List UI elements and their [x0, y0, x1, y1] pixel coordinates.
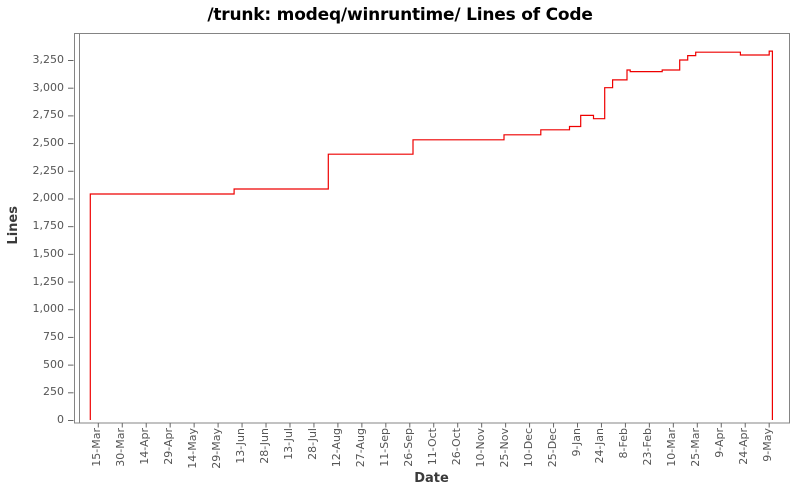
series-line [89, 50, 773, 420]
x-tick-label: 10-Mar [665, 428, 679, 467]
x-tick-label: 13-Jul [281, 428, 295, 460]
x-tick-label: 30-Mar [114, 428, 128, 467]
x-tick-label: 28-Jul [305, 428, 319, 460]
x-tick-label: 12-Aug [329, 428, 343, 468]
y-tick-label: 2,000 [32, 191, 65, 205]
x-axis-title: Date [414, 471, 449, 486]
y-tick-label: 3,000 [32, 80, 65, 94]
x-tick-label: 24-Jan [593, 428, 607, 464]
y-tick-label: 750 [43, 329, 64, 343]
x-tick-label: 11-Oct [425, 428, 439, 466]
plot-border [74, 33, 790, 424]
y-tick-label: 1,500 [32, 246, 65, 260]
y-tick-label: 1,750 [32, 219, 65, 233]
y-tick-label: 250 [43, 385, 64, 399]
y-tick-label: 3,250 [32, 53, 65, 66]
y-tick-label: 2,500 [32, 136, 65, 150]
x-tick-label: 14-May [186, 428, 200, 469]
x-tick-label: 8-Feb [617, 428, 631, 459]
x-tick-label: 24-Apr [737, 428, 751, 465]
chart-title: /trunk: modeq/winruntime/ Lines of Code [207, 5, 593, 25]
x-tick-label: 29-Apr [162, 428, 176, 465]
y-tick-label: 0 [57, 413, 64, 426]
x-tick-label: 26-Sep [401, 428, 415, 467]
x-tick-label: 13-Jun [234, 428, 248, 464]
y-tick-label: 500 [43, 357, 64, 371]
x-tick-label: 10-Nov [473, 428, 487, 468]
x-tick-label: 9-Jan [569, 428, 583, 457]
x-tick-label: 11-Sep [377, 428, 391, 467]
x-tick-label: 23-Feb [641, 428, 655, 466]
x-tick-label: 10-Dec [521, 428, 535, 468]
y-tick-label: 1,250 [32, 274, 65, 288]
x-tick-label: 9-Apr [713, 428, 727, 458]
y-tick-label: 2,250 [32, 163, 65, 177]
x-tick-label: 26-Oct [449, 428, 463, 466]
x-tick-label: 29-May [210, 428, 224, 469]
x-tick-label: 25-Mar [689, 428, 703, 467]
x-tick-label: 25-Dec [545, 428, 559, 468]
y-tick-label: 1,000 [32, 302, 65, 316]
x-tick-label: 9-May [761, 428, 775, 462]
x-tick-label: 27-Aug [353, 428, 367, 468]
x-tick-label: 15-Mar [90, 428, 104, 467]
x-tick-label: 28-Jun [258, 428, 272, 464]
x-tick-label: 14-Apr [138, 428, 152, 465]
y-tick-label: 2,750 [32, 108, 65, 122]
x-tick-label: 25-Nov [497, 428, 511, 468]
